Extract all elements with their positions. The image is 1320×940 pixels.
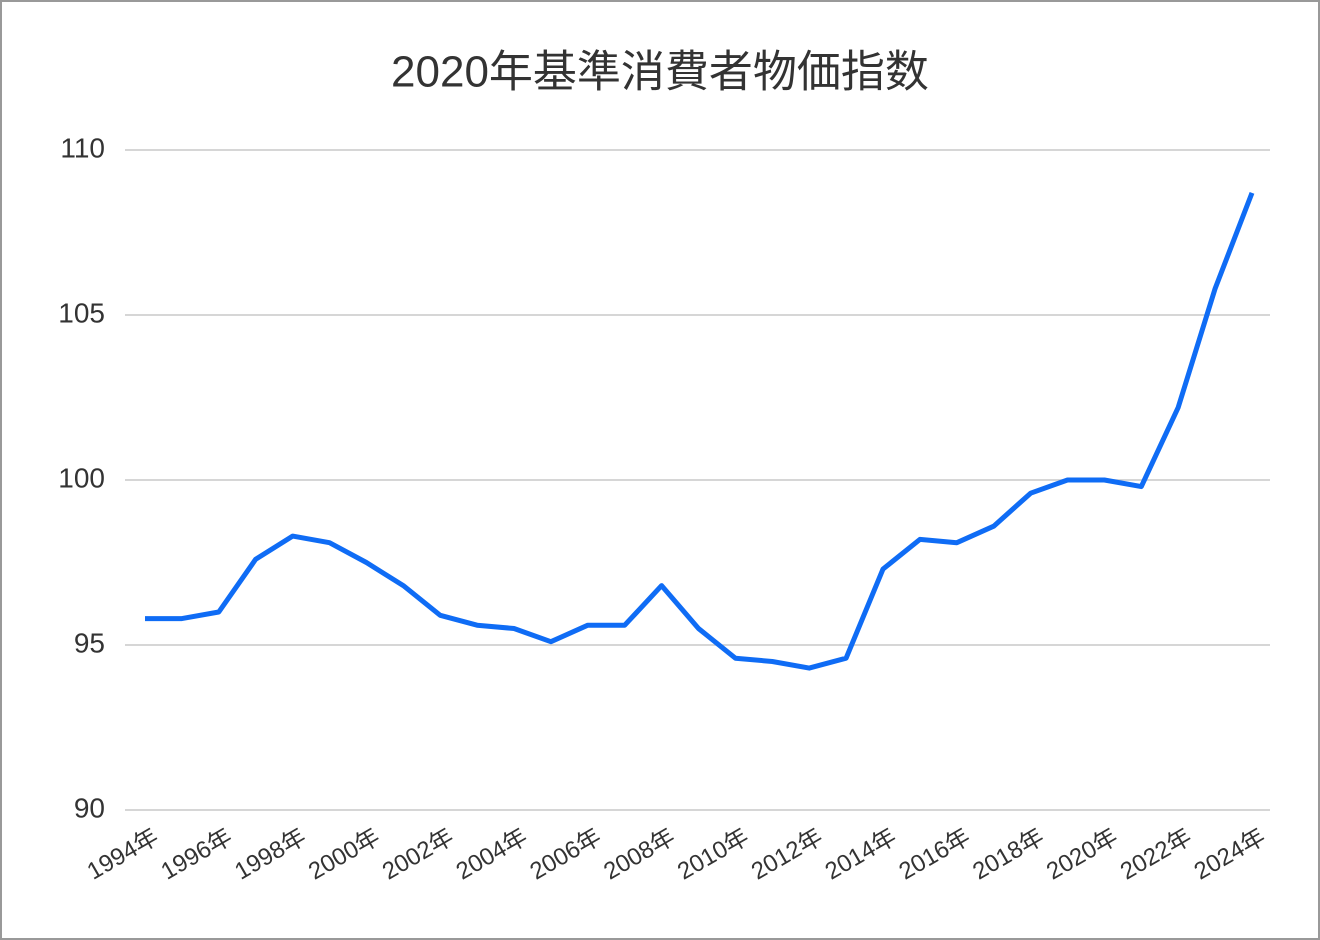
line — [145, 192, 1255, 671]
y-tick-label: 100 — [58, 462, 105, 493]
chart-title: 2020年基準消費者物価指数 — [391, 48, 929, 97]
y-tick-label: 90 — [74, 792, 105, 823]
y-tick-label: 105 — [58, 297, 105, 328]
y-tick-label: 95 — [74, 627, 105, 658]
y-tick-label: 110 — [60, 132, 105, 163]
